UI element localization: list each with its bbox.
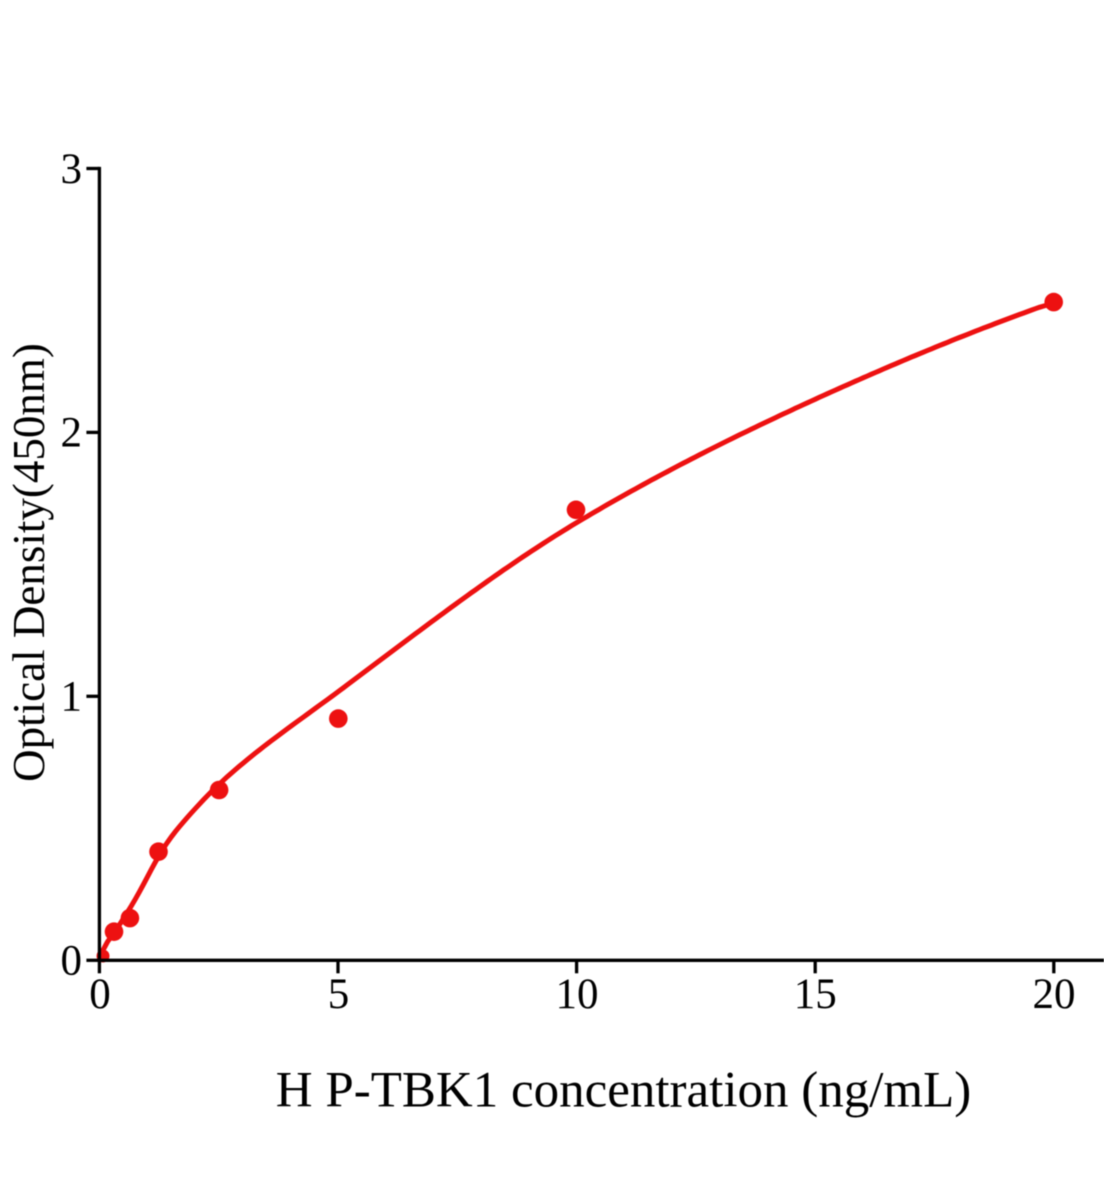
svg-text:0: 0 [61,938,83,985]
svg-text:2: 2 [61,410,83,457]
svg-text:5: 5 [328,971,350,1018]
svg-text:10: 10 [556,971,599,1018]
svg-text:Optical Density(450nm): Optical Density(450nm) [4,343,54,782]
svg-text:20: 20 [1033,971,1076,1018]
svg-text:1: 1 [61,674,83,721]
svg-text:H P-TBK1 concentration (ng/mL): H P-TBK1 concentration (ng/mL) [276,1062,971,1118]
svg-text:0: 0 [89,971,111,1018]
svg-text:3: 3 [61,146,83,193]
svg-text:15: 15 [794,971,837,1018]
